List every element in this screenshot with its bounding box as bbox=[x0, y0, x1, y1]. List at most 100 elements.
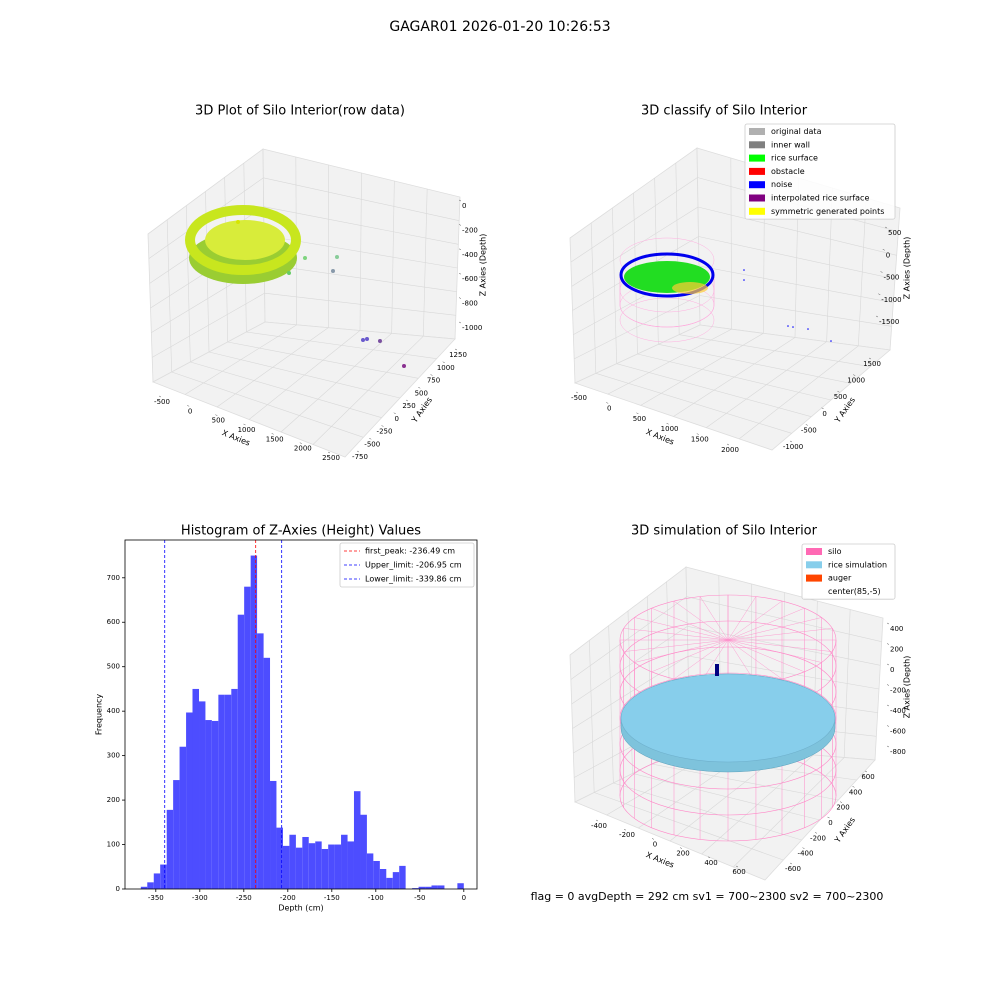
x-tick-label: 1000 bbox=[661, 425, 679, 433]
noise-point bbox=[787, 325, 789, 327]
panel-title: 3D Plot of Silo Interior(row data) bbox=[195, 104, 405, 119]
x-tick bbox=[595, 819, 599, 822]
silo-wire bbox=[727, 639, 783, 680]
x-tick-label: -300 bbox=[192, 894, 208, 902]
histogram-bar bbox=[186, 712, 193, 889]
panel-title: 3D classify of Silo Interior bbox=[641, 104, 808, 119]
histogram-bar bbox=[295, 847, 303, 889]
legend-swatch bbox=[749, 207, 765, 215]
legend-box bbox=[339, 542, 475, 588]
y-tick-label: 500 bbox=[415, 389, 428, 397]
x-tick bbox=[666, 422, 669, 425]
z-tick-label: -500 bbox=[884, 274, 900, 282]
z-tick bbox=[458, 199, 462, 202]
x-tick-label: 2500 bbox=[322, 454, 340, 462]
y-tick bbox=[827, 816, 830, 819]
histogram-bar bbox=[270, 780, 277, 889]
x-axis-label: Depth (cm) bbox=[278, 904, 323, 913]
z-tick-label: -200 bbox=[890, 687, 906, 695]
x-tick-label: -200 bbox=[280, 894, 296, 902]
x-tick bbox=[606, 402, 609, 404]
histogram-bar bbox=[147, 882, 154, 889]
y-tick bbox=[814, 832, 818, 834]
z-tick-label: -400 bbox=[462, 251, 478, 259]
x-tick-label: -100 bbox=[368, 894, 384, 902]
histogram-bar bbox=[192, 688, 200, 889]
auger bbox=[715, 664, 719, 676]
z-tick-label: -800 bbox=[462, 300, 478, 308]
x-tick-label: -250 bbox=[236, 894, 252, 902]
histogram-bar bbox=[179, 746, 187, 889]
y-tick-label: -200 bbox=[810, 834, 826, 842]
z-tick bbox=[886, 663, 890, 666]
histogram-bar bbox=[437, 885, 445, 889]
histogram-bar bbox=[418, 886, 426, 889]
y-tick-label: 0 bbox=[828, 819, 832, 827]
y-tick bbox=[393, 412, 396, 414]
legend-swatch bbox=[806, 587, 822, 595]
z-tick-label: 400 bbox=[890, 625, 903, 633]
y-tick-label: -600 bbox=[785, 865, 801, 873]
y-tick bbox=[442, 361, 445, 363]
axis-label: Z Axies (Depth) bbox=[479, 234, 488, 297]
y-tick bbox=[418, 387, 421, 389]
z-tick-label: 500 bbox=[888, 229, 901, 237]
legend-label: interpolated rice surface bbox=[771, 194, 869, 203]
pane-grid bbox=[152, 292, 265, 358]
outlier-point bbox=[402, 364, 406, 368]
y-tick-label: 100 bbox=[107, 841, 120, 849]
x-tick bbox=[679, 847, 683, 849]
histogram-bar bbox=[431, 885, 438, 889]
x-tick-label: 600 bbox=[732, 868, 745, 876]
x-tick-label: 2000 bbox=[721, 446, 739, 454]
legend-label: rice surface bbox=[771, 154, 818, 163]
symmetric-points bbox=[672, 282, 708, 294]
y-tick-label: 750 bbox=[427, 377, 440, 385]
x-tick-label: -50 bbox=[414, 894, 425, 902]
panel-title: 3D simulation of Silo Interior bbox=[631, 524, 818, 539]
histogram-bar bbox=[205, 720, 212, 889]
legend-swatch bbox=[749, 181, 765, 189]
legend-label: inner wall bbox=[771, 140, 810, 149]
silo-wire bbox=[727, 628, 833, 641]
legend-swatch bbox=[806, 574, 822, 582]
histogram-bar bbox=[276, 827, 283, 889]
silo-wire bbox=[651, 639, 729, 673]
y-tick bbox=[852, 786, 855, 788]
z-tick-label: 200 bbox=[890, 646, 903, 654]
z-tick bbox=[458, 272, 462, 275]
z-tick-label: -1000 bbox=[462, 324, 482, 332]
legend-box bbox=[744, 123, 896, 220]
histogram-bar bbox=[153, 873, 161, 889]
y-tick-label: 0 bbox=[116, 885, 120, 893]
histogram-bar bbox=[231, 688, 238, 889]
x-tick-label: -500 bbox=[571, 394, 587, 402]
histogram-bar bbox=[244, 586, 251, 889]
histogram-bar bbox=[199, 701, 206, 889]
silo-wire bbox=[623, 628, 729, 641]
y-tick-label: -500 bbox=[364, 440, 380, 448]
x-tick bbox=[735, 865, 739, 868]
y-tick bbox=[405, 399, 409, 402]
outlier-point bbox=[365, 337, 369, 341]
y-tick bbox=[356, 450, 360, 453]
y-tick-label: 400 bbox=[107, 707, 120, 715]
histogram-bar bbox=[341, 834, 348, 889]
silo-wire bbox=[727, 639, 833, 652]
legend-label: obstacle bbox=[771, 167, 805, 176]
y-tick-label: 1000 bbox=[847, 377, 865, 385]
x-tick-label: 0 bbox=[607, 404, 611, 412]
pane-grid bbox=[699, 295, 892, 327]
z-tick-label: -1500 bbox=[879, 318, 899, 326]
histogram-bar bbox=[257, 633, 264, 889]
legend-label: Lower_limit: -339.86 cm bbox=[365, 575, 462, 584]
z-tick bbox=[886, 745, 890, 748]
legend-swatch bbox=[749, 194, 765, 202]
axis-label: Y Axies bbox=[832, 816, 857, 846]
silo-wire bbox=[727, 639, 822, 663]
y-tick-label: 400 bbox=[849, 788, 862, 796]
z-tick-label: -600 bbox=[462, 275, 478, 283]
x-tick bbox=[299, 442, 302, 444]
